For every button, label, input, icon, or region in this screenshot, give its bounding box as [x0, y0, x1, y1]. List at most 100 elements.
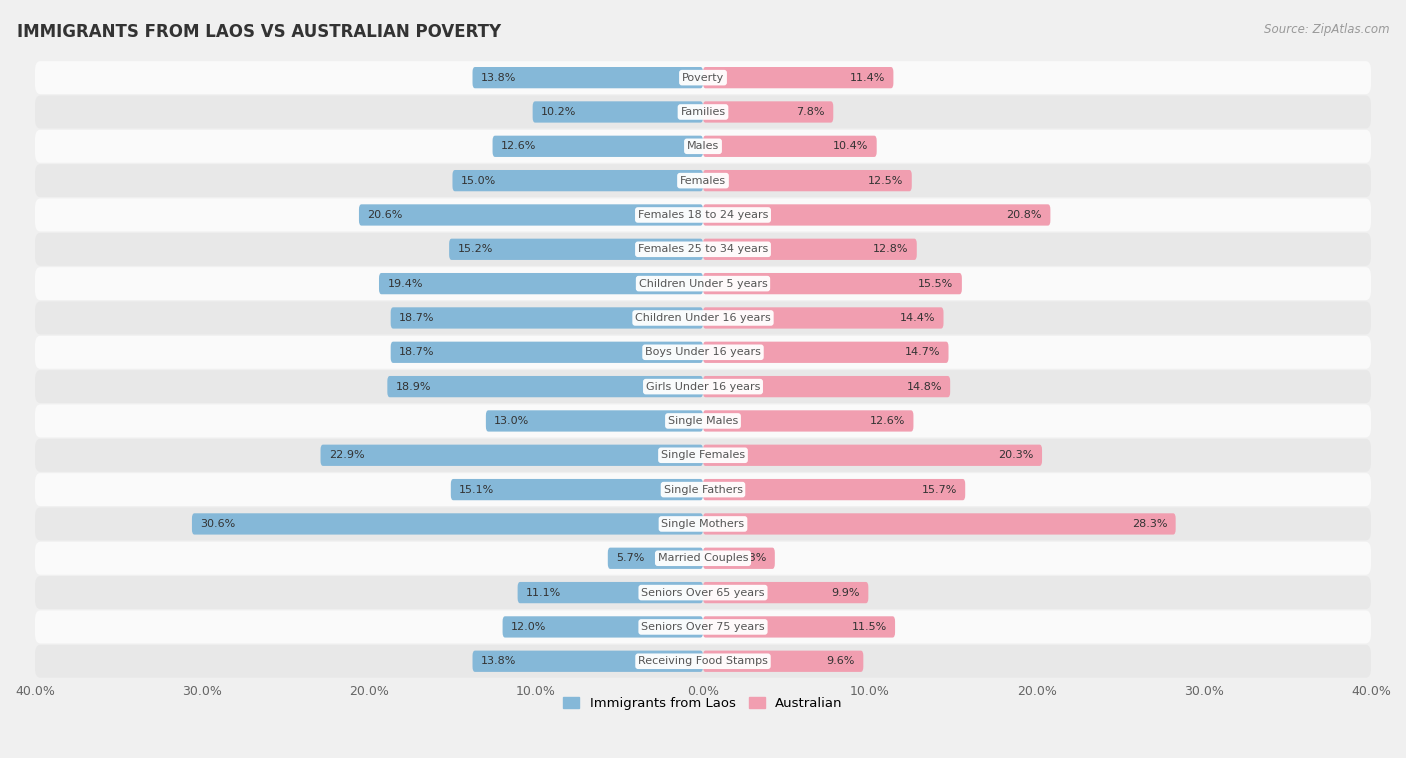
Text: 4.3%: 4.3%	[738, 553, 766, 563]
Text: Receiving Food Stamps: Receiving Food Stamps	[638, 656, 768, 666]
Text: 18.7%: 18.7%	[399, 313, 434, 323]
FancyBboxPatch shape	[703, 410, 914, 431]
FancyBboxPatch shape	[35, 405, 1371, 437]
FancyBboxPatch shape	[703, 479, 965, 500]
Text: 10.4%: 10.4%	[832, 141, 869, 152]
FancyBboxPatch shape	[380, 273, 703, 294]
Text: 7.8%: 7.8%	[796, 107, 825, 117]
Text: 13.0%: 13.0%	[495, 416, 530, 426]
Text: 12.8%: 12.8%	[873, 244, 908, 254]
FancyBboxPatch shape	[472, 67, 703, 88]
Text: Single Females: Single Females	[661, 450, 745, 460]
FancyBboxPatch shape	[607, 547, 703, 569]
FancyBboxPatch shape	[449, 239, 703, 260]
Text: Children Under 5 years: Children Under 5 years	[638, 279, 768, 289]
Text: 20.6%: 20.6%	[367, 210, 402, 220]
Text: 11.5%: 11.5%	[852, 622, 887, 632]
FancyBboxPatch shape	[703, 445, 1042, 466]
Text: 9.6%: 9.6%	[827, 656, 855, 666]
Text: 15.0%: 15.0%	[461, 176, 496, 186]
Text: 19.4%: 19.4%	[387, 279, 423, 289]
Text: Families: Families	[681, 107, 725, 117]
FancyBboxPatch shape	[703, 650, 863, 672]
Text: 13.8%: 13.8%	[481, 656, 516, 666]
Text: 12.6%: 12.6%	[870, 416, 905, 426]
FancyBboxPatch shape	[35, 61, 1371, 94]
FancyBboxPatch shape	[703, 376, 950, 397]
Text: 15.7%: 15.7%	[921, 484, 957, 495]
Text: 9.9%: 9.9%	[831, 587, 860, 597]
Text: 15.5%: 15.5%	[918, 279, 953, 289]
FancyBboxPatch shape	[517, 582, 703, 603]
FancyBboxPatch shape	[703, 102, 834, 123]
FancyBboxPatch shape	[391, 342, 703, 363]
Text: 10.2%: 10.2%	[541, 107, 576, 117]
FancyBboxPatch shape	[35, 130, 1371, 163]
FancyBboxPatch shape	[35, 267, 1371, 300]
Text: 12.6%: 12.6%	[501, 141, 536, 152]
Text: Single Males: Single Males	[668, 416, 738, 426]
FancyBboxPatch shape	[703, 307, 943, 329]
FancyBboxPatch shape	[451, 479, 703, 500]
FancyBboxPatch shape	[35, 610, 1371, 644]
FancyBboxPatch shape	[703, 205, 1050, 226]
Text: 14.8%: 14.8%	[907, 381, 942, 392]
Text: Seniors Over 65 years: Seniors Over 65 years	[641, 587, 765, 597]
FancyBboxPatch shape	[703, 547, 775, 569]
FancyBboxPatch shape	[703, 136, 877, 157]
FancyBboxPatch shape	[391, 307, 703, 329]
Text: Single Fathers: Single Fathers	[664, 484, 742, 495]
FancyBboxPatch shape	[35, 302, 1371, 334]
FancyBboxPatch shape	[703, 170, 911, 191]
FancyBboxPatch shape	[502, 616, 703, 637]
Text: Single Mothers: Single Mothers	[661, 519, 745, 529]
Text: Boys Under 16 years: Boys Under 16 years	[645, 347, 761, 357]
FancyBboxPatch shape	[35, 199, 1371, 231]
FancyBboxPatch shape	[35, 336, 1371, 368]
Text: Females 18 to 24 years: Females 18 to 24 years	[638, 210, 768, 220]
FancyBboxPatch shape	[492, 136, 703, 157]
FancyBboxPatch shape	[35, 576, 1371, 609]
Text: Males: Males	[688, 141, 718, 152]
Text: 20.8%: 20.8%	[1007, 210, 1042, 220]
FancyBboxPatch shape	[453, 170, 703, 191]
FancyBboxPatch shape	[533, 102, 703, 123]
FancyBboxPatch shape	[703, 616, 896, 637]
Text: 18.9%: 18.9%	[395, 381, 432, 392]
Text: Girls Under 16 years: Girls Under 16 years	[645, 381, 761, 392]
Text: Females: Females	[681, 176, 725, 186]
Text: Seniors Over 75 years: Seniors Over 75 years	[641, 622, 765, 632]
FancyBboxPatch shape	[35, 645, 1371, 678]
Text: 15.1%: 15.1%	[460, 484, 495, 495]
Text: 5.7%: 5.7%	[616, 553, 644, 563]
Text: 13.8%: 13.8%	[481, 73, 516, 83]
Text: Poverty: Poverty	[682, 73, 724, 83]
FancyBboxPatch shape	[703, 273, 962, 294]
Text: Source: ZipAtlas.com: Source: ZipAtlas.com	[1264, 23, 1389, 36]
Legend: Immigrants from Laos, Australian: Immigrants from Laos, Australian	[558, 691, 848, 715]
FancyBboxPatch shape	[703, 67, 893, 88]
Text: 12.0%: 12.0%	[510, 622, 547, 632]
FancyBboxPatch shape	[703, 239, 917, 260]
Text: 14.7%: 14.7%	[904, 347, 941, 357]
FancyBboxPatch shape	[359, 205, 703, 226]
FancyBboxPatch shape	[703, 582, 869, 603]
Text: 12.5%: 12.5%	[868, 176, 904, 186]
Text: IMMIGRANTS FROM LAOS VS AUSTRALIAN POVERTY: IMMIGRANTS FROM LAOS VS AUSTRALIAN POVER…	[17, 23, 501, 41]
FancyBboxPatch shape	[387, 376, 703, 397]
FancyBboxPatch shape	[35, 370, 1371, 403]
Text: 20.3%: 20.3%	[998, 450, 1033, 460]
FancyBboxPatch shape	[35, 233, 1371, 266]
Text: 18.7%: 18.7%	[399, 347, 434, 357]
FancyBboxPatch shape	[321, 445, 703, 466]
FancyBboxPatch shape	[35, 542, 1371, 575]
FancyBboxPatch shape	[472, 650, 703, 672]
FancyBboxPatch shape	[486, 410, 703, 431]
Text: Females 25 to 34 years: Females 25 to 34 years	[638, 244, 768, 254]
FancyBboxPatch shape	[703, 342, 949, 363]
Text: 11.4%: 11.4%	[849, 73, 884, 83]
FancyBboxPatch shape	[193, 513, 703, 534]
Text: 22.9%: 22.9%	[329, 450, 364, 460]
Text: 30.6%: 30.6%	[200, 519, 236, 529]
Text: 11.1%: 11.1%	[526, 587, 561, 597]
